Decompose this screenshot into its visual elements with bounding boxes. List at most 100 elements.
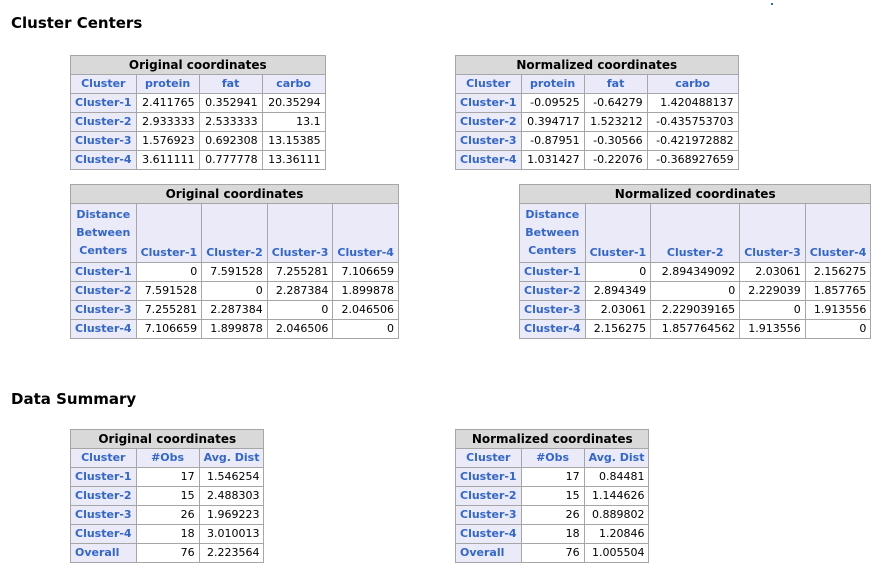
cell: 1.899878 — [332, 281, 399, 301]
cell: 2.156275 — [584, 319, 652, 339]
column-header: Cluster — [455, 448, 522, 468]
cell: 3.010013 — [198, 524, 265, 544]
row-label: Overall — [70, 543, 137, 563]
cell: 1.20846 — [583, 524, 650, 544]
cell: 7.106659 — [135, 319, 203, 339]
cell: 2.046506 — [332, 300, 399, 320]
table-caption: Original coordinates — [70, 184, 399, 204]
row-label: Cluster-4 — [70, 319, 137, 339]
row-label: Cluster-3 — [519, 300, 586, 320]
cell: 2.223564 — [198, 543, 265, 563]
cell: 7.255281 — [135, 300, 203, 320]
orig-distance-table: Original coordinates Distance Between Ce… — [70, 184, 399, 339]
table-row: Cluster-3 26 0.889802 — [455, 505, 650, 525]
row-label: Cluster-2 — [455, 112, 522, 132]
cell: 13.36111 — [261, 150, 326, 170]
column-header: carbo — [261, 74, 326, 94]
table-row: Cluster-4 1.031427 -0.22076 -0.368927659 — [455, 150, 739, 170]
cell: 2.488303 — [198, 486, 265, 506]
cell: 2.533333 — [198, 112, 263, 132]
column-header: Cluster — [455, 74, 522, 94]
row-label: Cluster-4 — [70, 524, 137, 544]
table-row: Cluster-2 15 1.144626 — [455, 486, 650, 506]
cell: 2.156275 — [804, 262, 872, 282]
cell: 15 — [135, 486, 200, 506]
table-caption: Normalized coordinates — [518, 184, 872, 204]
cell: 1.523212 — [583, 112, 648, 132]
cell: 13.1 — [261, 112, 326, 132]
cell: 1.031427 — [520, 150, 585, 170]
table-row: Cluster-1 -0.09525 -0.64279 1.420488137 — [455, 93, 739, 113]
row-label: Cluster-2 — [70, 112, 137, 132]
cell: 7.591528 — [135, 281, 203, 301]
cell: -0.435753703 — [646, 112, 739, 132]
row-label: Cluster-1 — [455, 467, 522, 487]
cell: -0.421972882 — [646, 131, 739, 151]
table-row: Cluster-2 2.933333 2.533333 13.1 — [70, 112, 326, 132]
cell: 1.005504 — [583, 543, 650, 563]
column-header: Cluster-1 — [135, 203, 203, 263]
cell: 15 — [520, 486, 585, 506]
row-label: Cluster-1 — [70, 93, 137, 113]
corner-line: Distance — [525, 208, 580, 221]
table-row: Cluster-3 26 1.969223 — [70, 505, 265, 525]
row-label: Overall — [455, 543, 522, 563]
cell: 2.411765 — [135, 93, 200, 113]
row-label: Cluster-3 — [70, 131, 137, 151]
cell: 20.35294 — [261, 93, 326, 113]
row-label: Cluster-2 — [70, 486, 137, 506]
corner-line: Distance — [76, 208, 131, 221]
row-label: Cluster-1 — [70, 467, 137, 487]
cell: 2.03061 — [739, 262, 806, 282]
cell: 18 — [520, 524, 585, 544]
cell: 7.106659 — [332, 262, 399, 282]
cell: 2.287384 — [201, 300, 268, 320]
table-caption: Original coordinates — [70, 55, 326, 75]
corner-line: Between — [525, 226, 580, 239]
cell: 0 — [135, 262, 203, 282]
cell: 18 — [135, 524, 200, 544]
row-label: Cluster-1 — [519, 262, 586, 282]
orig-centers-table: Original coordinates Cluster protein fat… — [70, 55, 326, 170]
column-header: carbo — [646, 74, 739, 94]
cell: 2.03061 — [584, 300, 652, 320]
cell: 2.894349092 — [650, 262, 741, 282]
cell: 0.84481 — [583, 467, 650, 487]
row-label: Cluster-4 — [455, 150, 522, 170]
column-header: fat — [583, 74, 648, 94]
table-row: Cluster-2 15 2.488303 — [70, 486, 265, 506]
norm-distance-table: Normalized coordinates Distance Between … — [518, 184, 872, 339]
cell: -0.368927659 — [646, 150, 739, 170]
table-row: Cluster-2 7.591528 0 2.287384 1.899878 — [70, 281, 399, 301]
cell: 17 — [135, 467, 200, 487]
cell: 3.611111 — [135, 150, 200, 170]
table-row: Cluster-3 1.576923 0.692308 13.15385 — [70, 131, 326, 151]
cell: 76 — [520, 543, 585, 563]
column-header: Cluster-3 — [739, 203, 806, 263]
cell: 7.591528 — [201, 262, 268, 282]
cell: 0 — [584, 262, 652, 282]
cell: -0.30566 — [583, 131, 648, 151]
cell: -0.22076 — [583, 150, 648, 170]
row-label: Cluster-4 — [70, 150, 137, 170]
cell: 26 — [135, 505, 200, 525]
cell: 0.352941 — [198, 93, 263, 113]
column-header: Cluster-3 — [266, 203, 334, 263]
column-header: Avg. Dist — [583, 448, 650, 468]
cell: 1.857764562 — [650, 319, 741, 339]
cell: -0.64279 — [583, 93, 648, 113]
orig-summary-table: Original coordinates Cluster #Obs Avg. D… — [69, 429, 265, 563]
column-header: Cluster — [70, 74, 137, 94]
cell: 7.255281 — [266, 262, 334, 282]
table-row: Cluster-3 7.255281 2.287384 0 2.046506 — [70, 300, 399, 320]
row-label: Cluster-4 — [455, 524, 522, 544]
column-header: Cluster-4 — [332, 203, 399, 263]
column-header: Cluster-2 — [650, 203, 741, 263]
table-row: Cluster-3 -0.87951 -0.30566 -0.421972882 — [455, 131, 739, 151]
row-label: Cluster-4 — [519, 319, 586, 339]
column-header: Cluster — [70, 448, 137, 468]
cell: 0.394717 — [520, 112, 585, 132]
cell: 0 — [739, 300, 806, 320]
cell: 2.046506 — [266, 319, 334, 339]
cell: 1.420488137 — [646, 93, 739, 113]
